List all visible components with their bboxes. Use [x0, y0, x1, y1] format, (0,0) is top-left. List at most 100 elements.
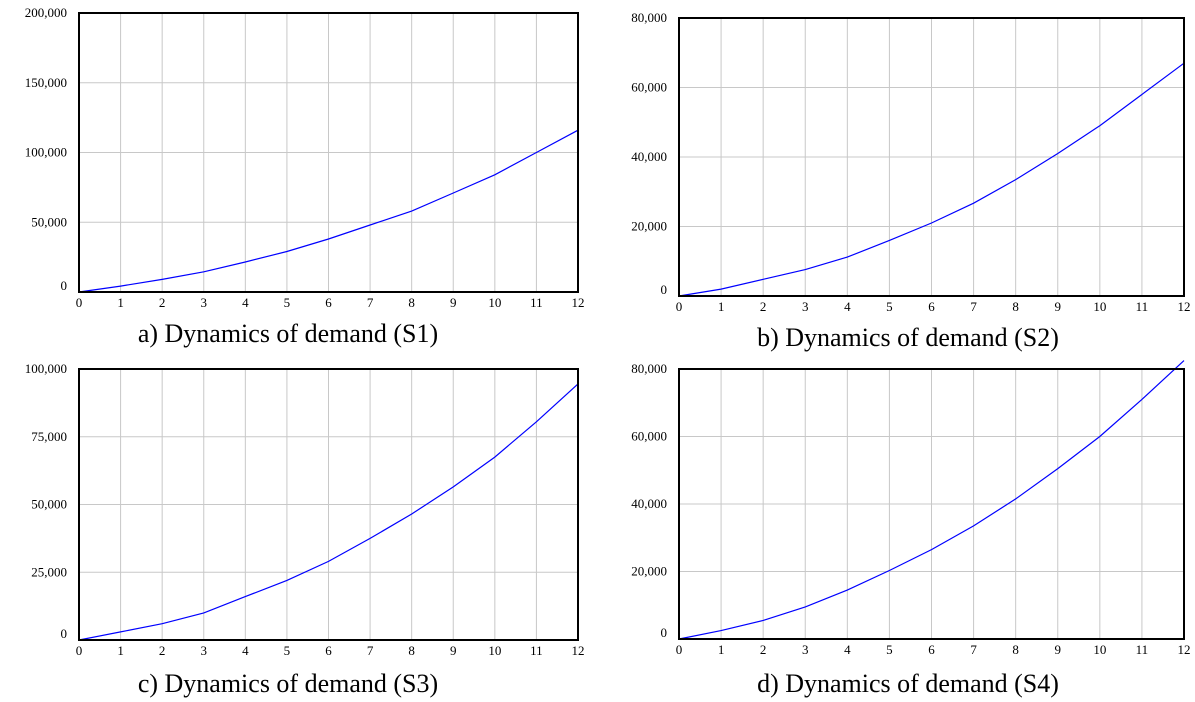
panel-c-x-tick-label: 12: [572, 643, 585, 658]
panel-c-x-tick-label: 11: [530, 643, 543, 658]
panel-a-x-tick-label: 4: [242, 295, 249, 310]
panel-c-plot-frame: [78, 368, 579, 641]
panel-a-x-tick-label: 2: [159, 295, 166, 310]
panel-d-y-tick-label: 40,000: [631, 496, 667, 511]
panel-b-caption: b) Dynamics of demand (S2): [757, 323, 1059, 352]
panel-c-gridlines: [79, 369, 578, 640]
panel-a-y-axis: 0 50,000 100,000 150,000 200,000: [25, 5, 67, 293]
panel-a-demand-line: [78, 129, 579, 293]
panel-a-x-tick-label: 7: [367, 295, 374, 310]
panel-c-y-tick-label: 0: [61, 626, 68, 641]
panel-c-x-tick-label: 9: [450, 643, 457, 658]
panel-a-plot-frame: [78, 12, 579, 293]
panel-b-x-tick-label: 10: [1093, 299, 1106, 314]
panel-a: 0 1 2 3 4 5 6 7 8 9 10 11 12 050,000100,000150,00020…: [25, 5, 585, 348]
panel-d-x-tick-label: 5: [886, 642, 893, 657]
panel-a-y-tick-label: 0: [61, 278, 68, 293]
panel-a-y-tick-label: 100,000: [25, 145, 67, 160]
panel-b-x-tick-label: 6: [928, 299, 935, 314]
panel-d-x-tick-label: 4: [844, 642, 851, 657]
panel-a-x-tick-label: 5: [284, 295, 291, 310]
panel-c-y-axis: 0 25,000 50,000 75,000 100,000: [25, 361, 67, 641]
panel-c-x-tick-label: 1: [117, 643, 124, 658]
panel-c: 0 1 2 3 4 5 6 7 8 9 10 11 12 025,00050,00075,000100,…: [25, 361, 585, 698]
panel-d-x-axis: 0 1 2 3 4 5 6 7 8 9 10 11 12: [676, 642, 1191, 657]
panel-b-y-tick-label: 20,000: [631, 219, 667, 234]
panel-d-x-tick-label: 12: [1178, 642, 1191, 657]
panel-c-x-tick-label: 2: [159, 643, 166, 658]
panel-a-x-tick-label: 8: [408, 295, 415, 310]
panel-c-x-tick-label: 10: [488, 643, 501, 658]
panel-d-y-tick-label: 0: [661, 625, 668, 640]
panel-c-demand-line: [78, 383, 579, 641]
panel-a-x-tick-label: 0: [76, 295, 83, 310]
panel-a-y-tick-label: 200,000: [25, 5, 67, 20]
panel-c-caption: c) Dynamics of demand (S3): [138, 669, 438, 698]
panel-d-x-tick-label: 8: [1012, 642, 1019, 657]
panel-b-x-tick-label: 9: [1055, 299, 1062, 314]
panel-d-x-tick-label: 0: [676, 642, 683, 657]
panel-b-x-axis: 0 1 2 3 4 5 6 7 8 9 10 11 12: [676, 299, 1191, 314]
panel-d-x-tick-label: 2: [760, 642, 767, 657]
panel-a-x-tick-label: 10: [488, 295, 501, 310]
panel-c-x-tick-label: 5: [284, 643, 291, 658]
panel-c-x-tick-label: 0: [76, 643, 83, 658]
panel-c-x-tick-label: 6: [325, 643, 332, 658]
panel-c-y-tick-label: 25,000: [31, 564, 67, 579]
panel-b-x-tick-label: 0: [676, 299, 683, 314]
panel-d-caption: d) Dynamics of demand (S4): [757, 669, 1059, 698]
panel-a-x-tick-label: 3: [201, 295, 208, 310]
panel-d-x-tick-label: 10: [1093, 642, 1106, 657]
panel-c-x-tick-label: 7: [367, 643, 374, 658]
panel-d-x-tick-label: 6: [928, 642, 935, 657]
panel-a-x-axis: 0 1 2 3 4 5 6 7 8 9 10 11 12: [76, 295, 585, 310]
panel-b: 0 1 2 3 4 5 6 7 8 9 10 11 12 020,00040,00060,00080,0…: [631, 10, 1190, 352]
panel-d-x-tick-label: 11: [1136, 642, 1149, 657]
panel-d-y-tick-label: 80,000: [631, 361, 667, 376]
panel-d-y-tick-label: 20,000: [631, 564, 667, 579]
panel-c-x-axis: 0 1 2 3 4 5 6 7 8 9 10 11 12: [76, 643, 585, 658]
panel-d-gridlines: [679, 369, 1184, 639]
panel-b-x-tick-label: 12: [1178, 299, 1191, 314]
panel-d-x-tick-label: 7: [970, 642, 977, 657]
panel-a-x-tick-label: 9: [450, 295, 457, 310]
panel-b-x-tick-label: 2: [760, 299, 767, 314]
panel-a-x-tick-label: 12: [572, 295, 585, 310]
panel-a-x-tick-label: 6: [325, 295, 332, 310]
panel-d-x-tick-label: 9: [1055, 642, 1062, 657]
panel-b-y-tick-label: 60,000: [631, 80, 667, 95]
panel-d-x-tick-label: 1: [718, 642, 725, 657]
panel-b-y-tick-label: 80,000: [631, 10, 667, 25]
panel-c-y-tick-label: 75,000: [31, 429, 67, 444]
panel-b-x-tick-label: 4: [844, 299, 851, 314]
panel-b-x-tick-label: 7: [970, 299, 977, 314]
panel-c-x-tick-label: 8: [408, 643, 415, 658]
panel-b-y-tick-label: 0: [661, 282, 668, 297]
panel-c-y-tick-label: 50,000: [31, 497, 67, 512]
panel-b-y-axis: 0 20,000 40,000 60,000 80,000: [631, 10, 667, 297]
panel-a-caption: a) Dynamics of demand (S1): [138, 319, 438, 348]
panel-b-x-tick-label: 11: [1136, 299, 1149, 314]
panel-a-y-tick-label: 150,000: [25, 75, 67, 90]
panel-a-y-tick-label: 50,000: [31, 214, 67, 229]
panel-b-y-tick-label: 40,000: [631, 149, 667, 164]
panel-b-gridlines: [679, 18, 1184, 296]
panel-c-x-tick-label: 4: [242, 643, 249, 658]
panel-b-x-tick-label: 3: [802, 299, 809, 314]
panel-d-x-tick-label: 3: [802, 642, 809, 657]
panel-a-gridlines: [79, 13, 578, 292]
panel-b-x-tick-label: 8: [1012, 299, 1019, 314]
panel-d: 0 1 2 3 4 5 6 7 8 9 10 11 12 020,00040,00060,00080,0…: [631, 360, 1191, 698]
panel-b-x-tick-label: 5: [886, 299, 893, 314]
panel-d-y-axis: 0 20,000 40,000 60,000 80,000: [631, 361, 667, 640]
panel-d-y-tick-label: 60,000: [631, 429, 667, 444]
panel-d-plot-frame: [678, 368, 1185, 640]
panel-c-x-tick-label: 3: [201, 643, 208, 658]
panel-b-plot-frame: [678, 17, 1185, 297]
panel-b-x-tick-label: 1: [718, 299, 725, 314]
panel-b-demand-line: [678, 62, 1185, 297]
panel-c-y-tick-label: 100,000: [25, 361, 67, 376]
panel-a-x-tick-label: 1: [117, 295, 124, 310]
panel-d-demand-line: [678, 360, 1185, 640]
